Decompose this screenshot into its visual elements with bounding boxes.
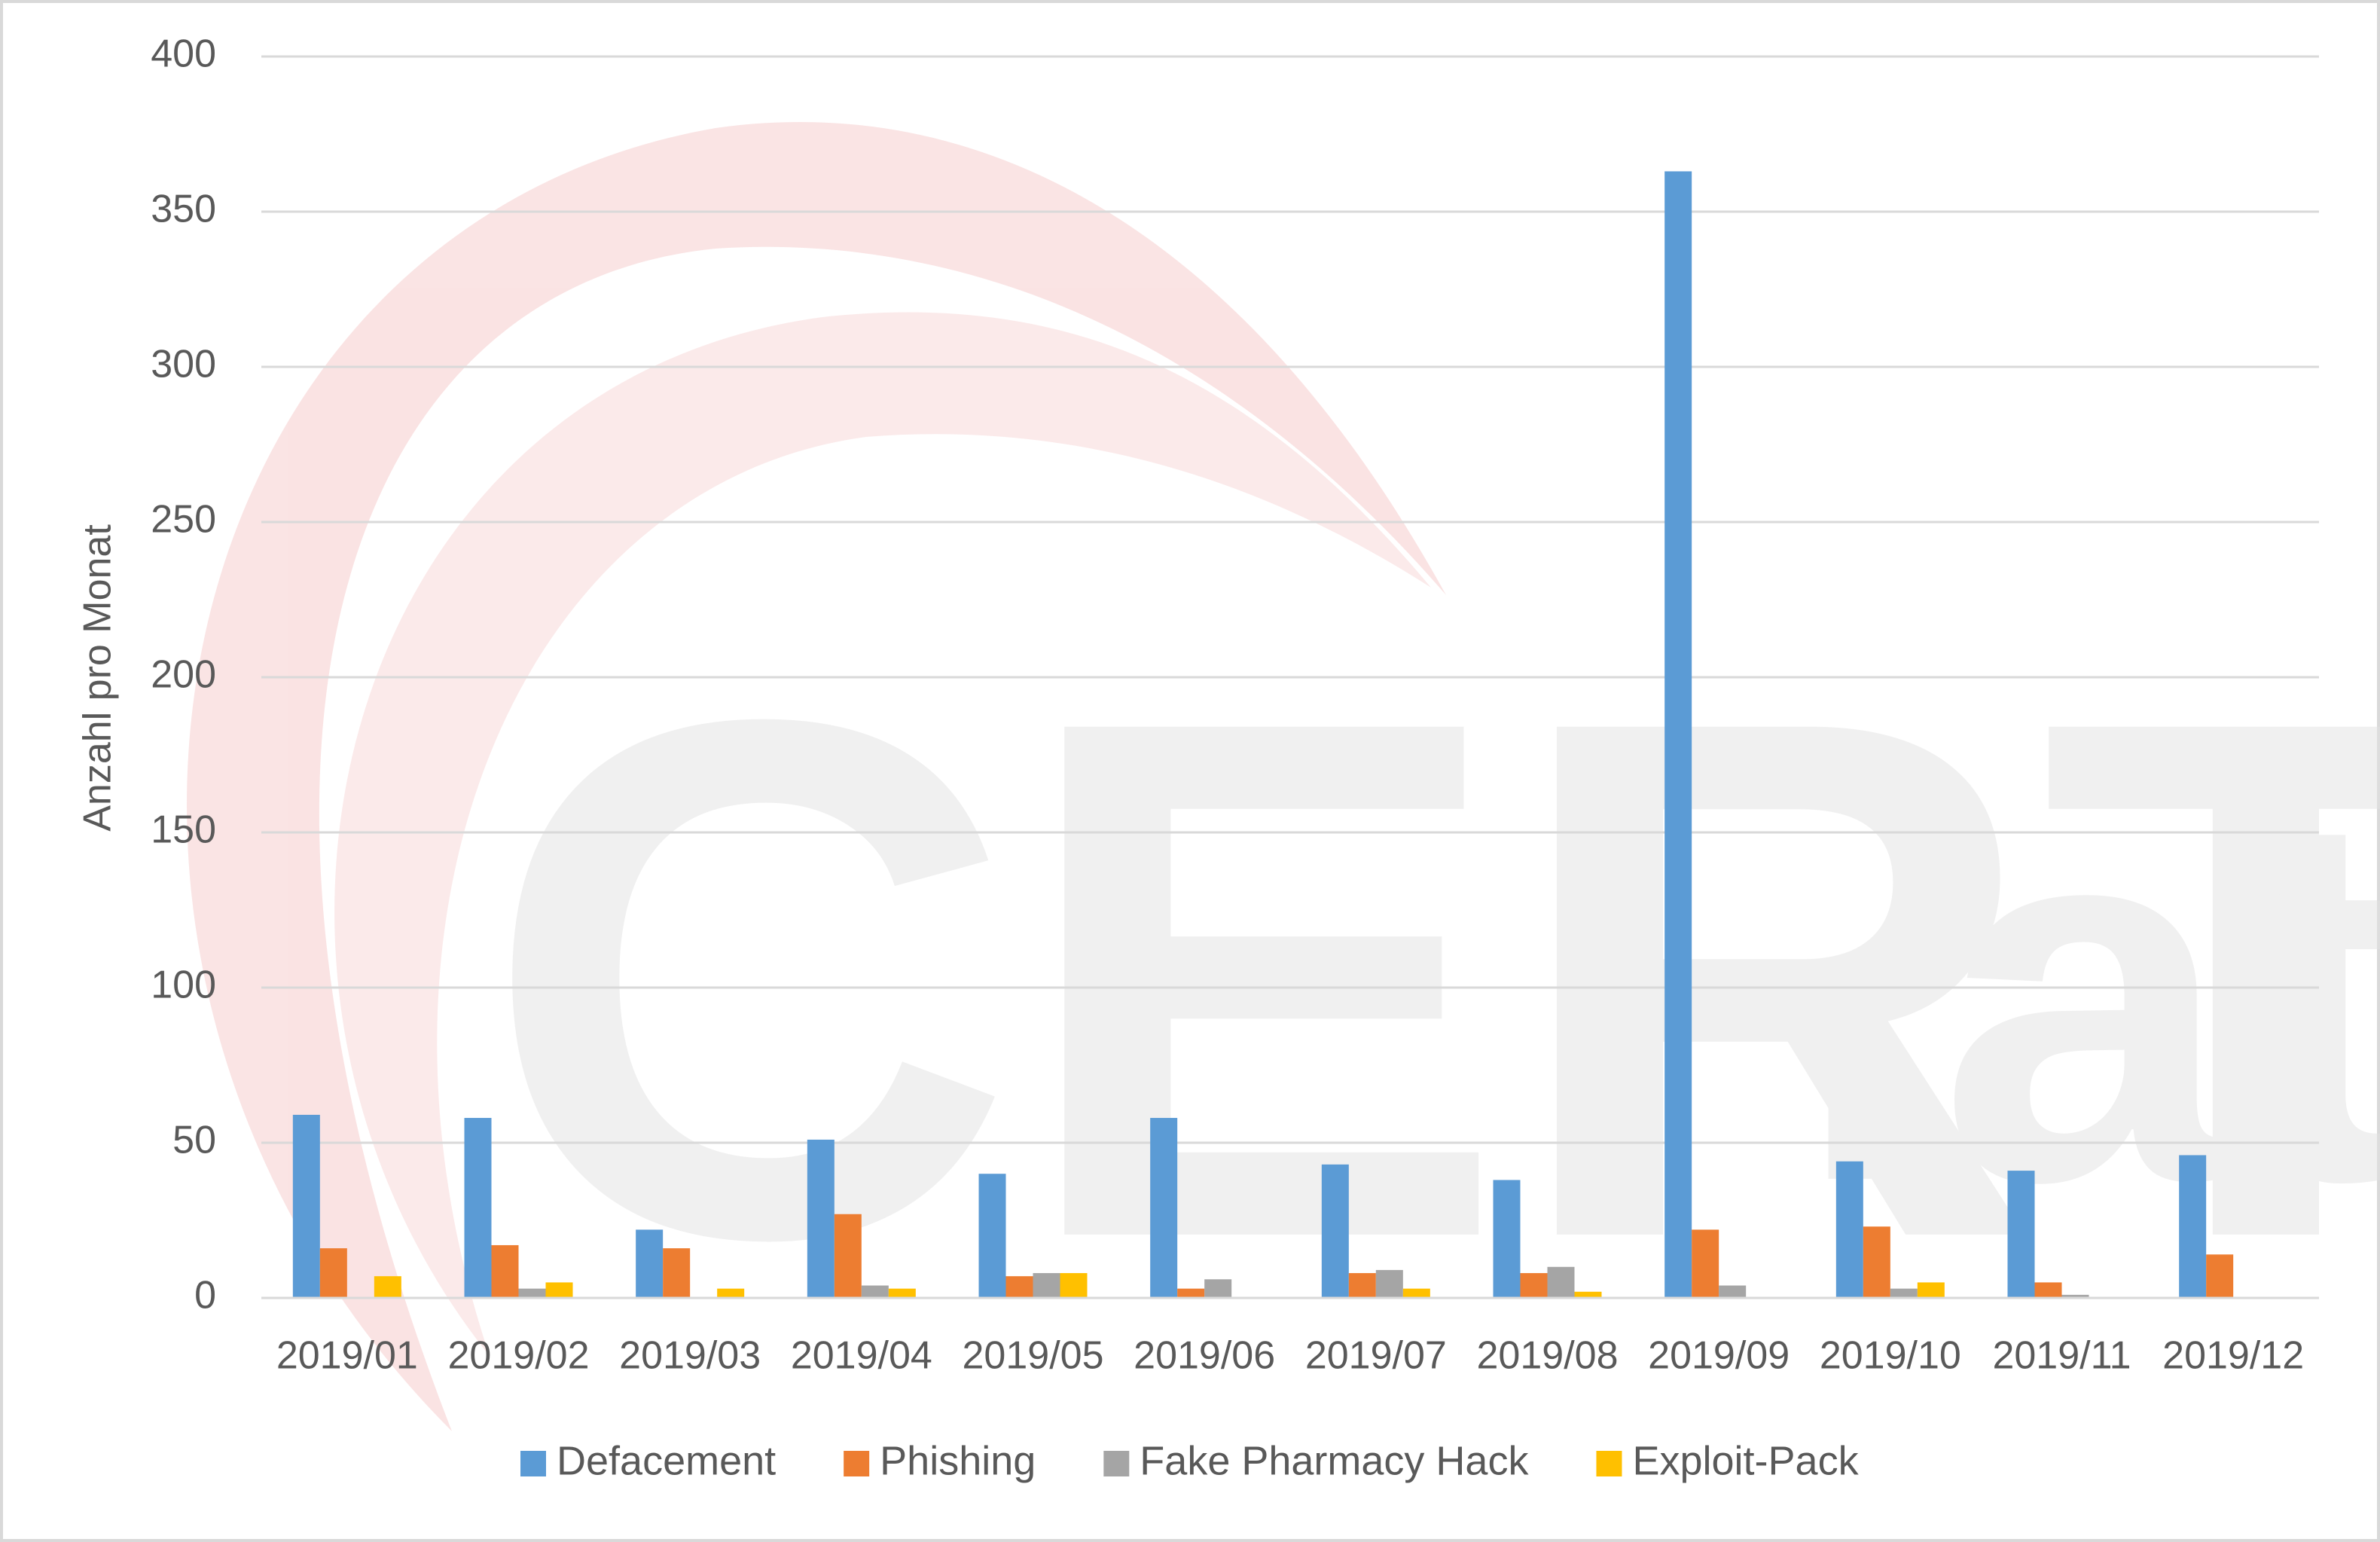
bar (1005, 1276, 1033, 1298)
bar (1890, 1288, 1918, 1298)
bar (1204, 1279, 1232, 1298)
bar (2179, 1155, 2207, 1298)
bar (1060, 1273, 1088, 1298)
bar (834, 1214, 862, 1298)
y-tick-label: 50 (172, 1119, 216, 1162)
bar (1863, 1226, 1890, 1298)
watermark-text: .at (1793, 702, 2380, 1291)
watermark: CERT .at (187, 121, 2380, 1431)
bar (1917, 1282, 1945, 1298)
y-tick-label: 400 (151, 32, 216, 76)
legend-swatch (520, 1451, 546, 1476)
bar (861, 1285, 889, 1298)
bar (2034, 1282, 2062, 1298)
bar (1321, 1164, 1349, 1298)
y-tick-label: 300 (151, 343, 216, 386)
bar (1574, 1291, 1602, 1298)
bar (807, 1139, 835, 1298)
bar (663, 1248, 691, 1298)
watermark-text: CERT (482, 566, 2380, 1391)
x-tick-label: 2019/11 (1992, 1334, 2131, 1378)
bar (1375, 1269, 1403, 1298)
bar (1835, 1161, 1863, 1298)
bar (1520, 1273, 1548, 1298)
bar (545, 1282, 573, 1298)
legend-label: Defacement (557, 1438, 776, 1483)
bar (1547, 1266, 1575, 1298)
x-tick-label: 2019/07 (1305, 1334, 1447, 1378)
bar (292, 1114, 320, 1298)
x-tick-label: 2019/05 (963, 1334, 1104, 1378)
y-tick-label: 350 (151, 188, 216, 231)
legend-label: Exploit-Pack (1632, 1438, 1859, 1483)
bar (1692, 1229, 1719, 1298)
bar (1348, 1273, 1376, 1298)
bar (1150, 1118, 1178, 1298)
x-tick-label: 2019/03 (619, 1334, 761, 1378)
bar (888, 1288, 916, 1298)
y-axis-label: Anzahl pro Monat (76, 524, 120, 832)
bar (636, 1229, 664, 1298)
legend-swatch (1596, 1451, 1622, 1476)
x-tick-label: 2019/08 (1477, 1334, 1619, 1378)
bar (1033, 1273, 1060, 1298)
watermark-arc (334, 312, 1431, 1357)
legend-swatch (844, 1451, 870, 1476)
bar (319, 1248, 347, 1298)
y-tick-label: 0 (194, 1274, 216, 1318)
legend-label: Fake Pharmacy Hack (1140, 1438, 1529, 1483)
bar (2007, 1171, 2035, 1298)
legend-label: Phishing (880, 1438, 1036, 1483)
x-tick-label: 2019/02 (448, 1334, 590, 1378)
y-tick-label: 250 (151, 498, 216, 542)
bar (717, 1288, 745, 1298)
bar (1177, 1288, 1205, 1298)
bar (464, 1118, 492, 1298)
x-tick-label: 2019/12 (2162, 1334, 2304, 1378)
bar (1719, 1285, 1747, 1298)
x-tick-label: 2019/04 (791, 1334, 932, 1378)
bar (491, 1244, 519, 1298)
x-tick-label: 2019/10 (1820, 1334, 1961, 1378)
bar (978, 1174, 1006, 1298)
bar (1664, 171, 1692, 1299)
bar (2061, 1294, 2089, 1298)
legend-swatch (1103, 1451, 1130, 1476)
x-tick-label: 2019/09 (1648, 1334, 1790, 1378)
x-tick-label: 2019/06 (1134, 1334, 1275, 1378)
bar (518, 1288, 546, 1298)
y-tick-label: 100 (151, 963, 216, 1007)
y-tick-label: 200 (151, 653, 216, 697)
bar (2206, 1254, 2234, 1298)
x-tick-label: 2019/01 (276, 1334, 418, 1378)
bar (374, 1276, 401, 1298)
y-tick-label: 150 (151, 808, 216, 852)
bar (1493, 1180, 1521, 1298)
bar (1402, 1288, 1430, 1298)
